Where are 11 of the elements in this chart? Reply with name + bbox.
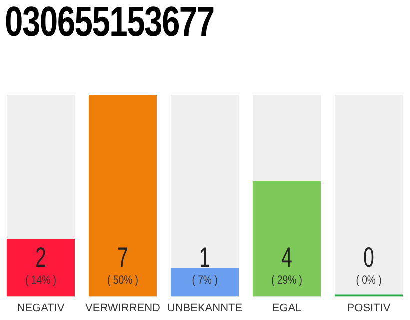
data-label: 7 ( 50% ) [108,242,138,288]
x-tick-label: NEGATIV [17,302,66,314]
chart-title: 030655153677 [5,0,214,46]
data-label: 4 ( 29% ) [272,242,302,288]
data-label: 0 ( 0% ) [356,242,382,288]
x-tick-label: UNBEKANNTE [167,302,243,314]
x-tick-label: VERWIRREND [86,302,161,314]
x-tick-label: EGAL [272,302,302,314]
x-tick-label: POSITIV [347,302,392,314]
data-label: 1 ( 7% ) [192,242,218,288]
data-label: 2 ( 14% ) [26,242,56,288]
